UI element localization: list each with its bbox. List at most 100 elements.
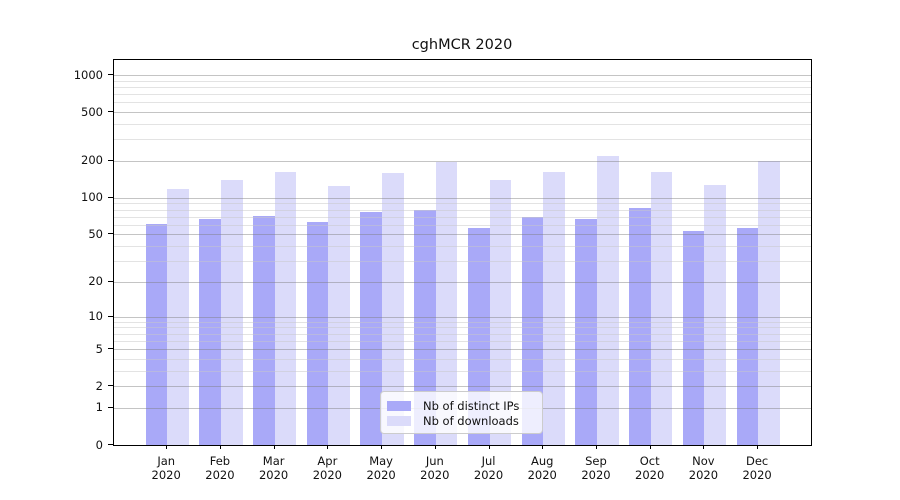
y-tick-label: 1000: [73, 67, 103, 82]
bar-downloads-dec: [758, 160, 780, 445]
y-tick: [108, 233, 113, 235]
x-tick-label-month: Sep: [585, 454, 607, 468]
x-tick: [219, 445, 221, 449]
legend-item-distinct-ips: Nb of distinct IPs: [387, 398, 533, 413]
legend: Nb of distinct IPs Nb of downloads: [380, 391, 543, 434]
x-tick: [166, 445, 168, 449]
legend-swatch-distinct-ips: [387, 400, 411, 411]
gridline-minor: [114, 370, 811, 372]
y-tick: [108, 315, 113, 317]
y-tick: [108, 74, 113, 75]
y-tick: [108, 111, 113, 113]
y-tick-label: 200: [81, 153, 103, 168]
bar-distinct-ips-feb: [199, 219, 221, 445]
bar-downloads-mar: [274, 171, 297, 445]
y-tick: [108, 280, 113, 282]
y-tick: [108, 196, 113, 198]
bar-distinct-ips-nov: [682, 231, 705, 445]
gridline-minor: [114, 333, 811, 335]
gridline-minor: [114, 203, 811, 205]
x-tick-label-month: Nov: [692, 454, 715, 468]
bar-distinct-ips-aug: [521, 217, 544, 445]
plot-area: [113, 59, 812, 446]
gridline-major: [114, 234, 811, 236]
y-tick: [108, 385, 113, 387]
x-tick: [542, 445, 544, 449]
x-tick: [488, 445, 490, 449]
x-tick-label-year: 2020: [635, 468, 665, 482]
y-tick-label: 0: [95, 437, 103, 452]
bar-distinct-ips-jul: [467, 228, 490, 445]
x-tick-label-month: Feb: [209, 454, 231, 468]
y-tick-label: 5: [95, 341, 103, 356]
legend-swatch-downloads: [387, 415, 411, 426]
gridline-minor: [114, 80, 811, 82]
gridline-major: [114, 349, 811, 351]
x-tick-label-year: 2020: [742, 468, 772, 482]
bar-downloads-jan: [167, 189, 189, 445]
x-tick-label-month: Jul: [481, 454, 496, 468]
y-tick-label: 100: [81, 190, 103, 205]
gridline-minor: [114, 246, 811, 248]
x-tick-label-month: Aug: [531, 454, 554, 468]
x-tick-label-year: 2020: [151, 468, 181, 482]
x-tick-label-year: 2020: [366, 468, 396, 482]
gridline-major: [114, 75, 811, 76]
y-tick-label: 500: [81, 104, 103, 119]
gridline-major: [114, 160, 811, 162]
gridline-minor: [114, 102, 811, 104]
bar-distinct-ips-sep: [575, 219, 597, 445]
y-tick: [108, 406, 113, 408]
x-tick-label-month: Mar: [262, 454, 285, 468]
bar-downloads-oct: [650, 171, 673, 445]
x-tick-label-month: Apr: [317, 454, 338, 468]
bar-downloads-may: [382, 172, 404, 445]
x-tick-label-year: 2020: [581, 468, 611, 482]
gridline-minor: [114, 216, 811, 218]
gridline-minor: [114, 209, 811, 211]
x-tick: [273, 445, 275, 449]
bar-distinct-ips-may: [360, 212, 383, 445]
x-tick-label-year: 2020: [527, 468, 557, 482]
gridline-minor: [114, 224, 811, 226]
chart-title: cghMCR 2020: [411, 37, 513, 53]
x-tick: [703, 445, 705, 449]
x-tick-label-month: Dec: [745, 454, 769, 468]
bar-downloads-sep: [596, 156, 619, 445]
x-tick: [595, 445, 597, 449]
y-tick-label: 20: [88, 274, 103, 289]
bar-downloads-nov: [704, 184, 726, 445]
x-tick-label-year: 2020: [473, 468, 504, 482]
legend-item-downloads: Nb of downloads: [387, 413, 533, 428]
gridline-major: [114, 386, 811, 388]
gridline-minor: [114, 94, 811, 96]
bar-distinct-ips-mar: [253, 215, 275, 445]
x-tick: [381, 445, 383, 449]
x-tick: [757, 445, 759, 449]
x-tick-label-year: 2020: [205, 468, 235, 482]
bar-distinct-ips-oct: [629, 208, 651, 445]
y-tick: [108, 444, 113, 445]
gridline-minor: [114, 86, 811, 88]
legend-label-distinct-ips: Nb of distinct IPs: [423, 398, 520, 413]
x-tick-label-month: Oct: [639, 454, 660, 468]
x-tick: [649, 445, 651, 449]
x-tick-label-year: 2020: [688, 468, 719, 482]
y-tick: [108, 348, 113, 350]
gridline-minor: [114, 123, 811, 125]
y-tick-label: 1: [95, 400, 103, 415]
x-tick-label-year: 2020: [258, 468, 289, 482]
x-tick-label-month: Jun: [425, 454, 444, 468]
x-tick: [327, 445, 329, 449]
y-tick: [108, 159, 113, 161]
bar-downloads-feb: [220, 179, 243, 445]
gridline-minor: [114, 340, 811, 342]
bar-distinct-ips-dec: [736, 228, 759, 445]
gridline-major: [114, 112, 811, 114]
gridline-minor: [114, 327, 811, 329]
y-tick-label: 10: [88, 309, 103, 324]
gridline-major: [114, 197, 811, 199]
gridline-minor: [114, 261, 811, 263]
x-tick-label-month: May: [369, 454, 393, 468]
